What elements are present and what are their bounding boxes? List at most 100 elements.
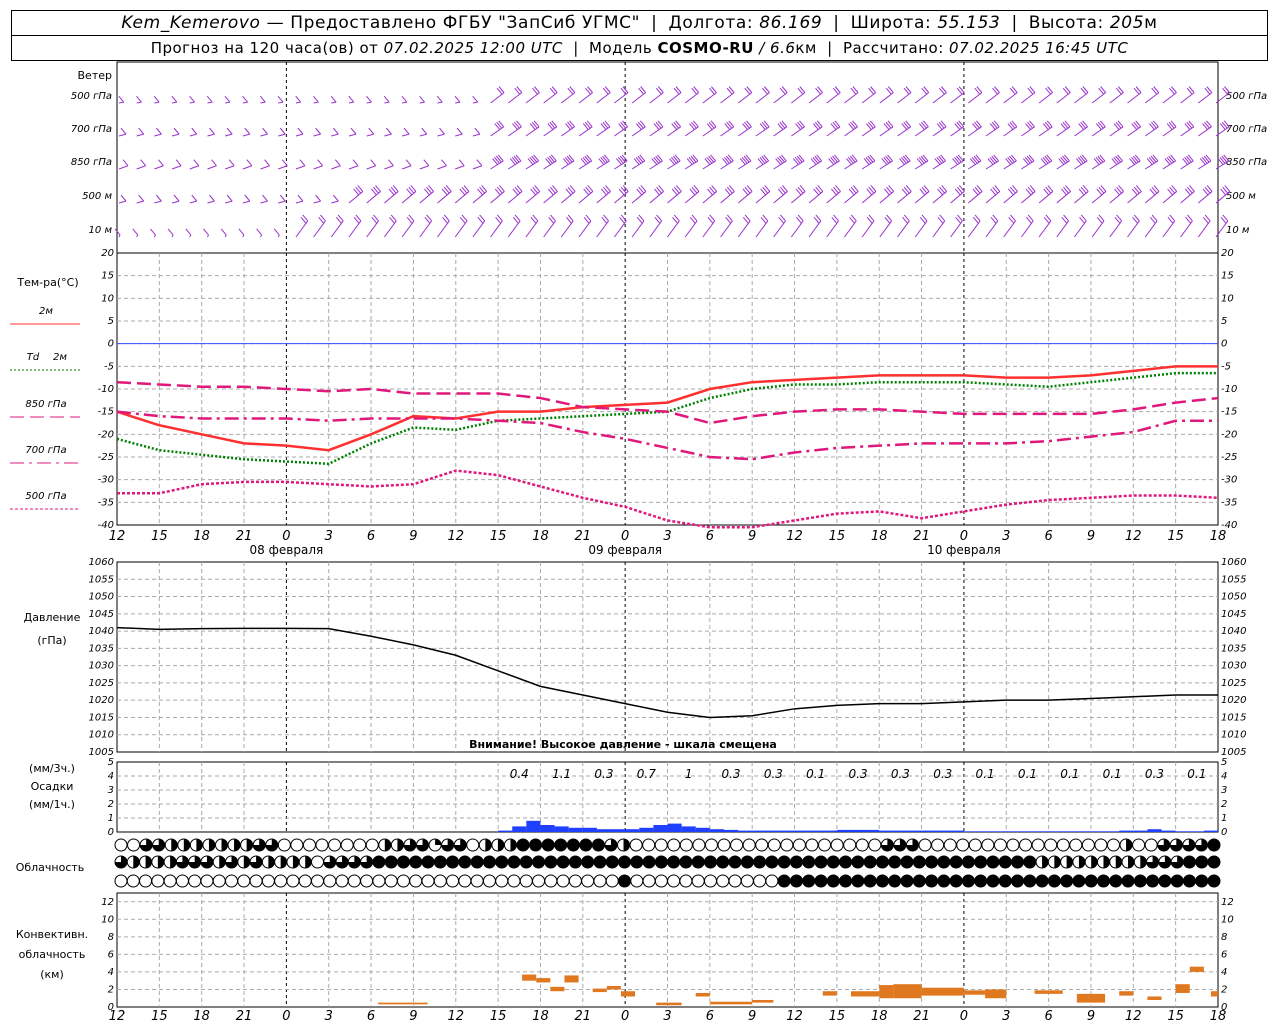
cloud-symbol-fill bbox=[692, 856, 705, 868]
cloud-symbol bbox=[328, 838, 342, 852]
wind-barb bbox=[808, 120, 823, 137]
wind-barb bbox=[330, 95, 337, 104]
wind-barb bbox=[1162, 120, 1177, 137]
hour-tick-label-bottom: 18 bbox=[1210, 1009, 1227, 1024]
hour-tick-label-bottom: 6 bbox=[1044, 1009, 1052, 1024]
wind-barb bbox=[861, 185, 877, 204]
wind-barb bbox=[720, 185, 735, 204]
wind-barb bbox=[596, 154, 610, 170]
convective-ytick-left: 4 bbox=[108, 967, 114, 978]
precip-ylabel: Осадки bbox=[31, 780, 74, 793]
cloud-symbol-fill bbox=[1157, 839, 1170, 852]
wind-barb bbox=[879, 154, 893, 170]
temp-series-line bbox=[116, 410, 1218, 461]
cloud-symbol bbox=[353, 838, 367, 852]
temp-ytick-right: 15 bbox=[1221, 271, 1234, 282]
cloud-symbol bbox=[1044, 838, 1058, 852]
cloud-symbol-fill bbox=[435, 839, 442, 845]
cloud-symbol bbox=[642, 838, 656, 852]
wind-barb bbox=[985, 120, 1000, 137]
wind-barb bbox=[1021, 185, 1036, 204]
wind-barb bbox=[932, 86, 947, 104]
precip-bar bbox=[794, 830, 809, 832]
cloud-symbol-fill bbox=[950, 875, 963, 887]
wind-barb bbox=[649, 214, 663, 238]
precip-bar bbox=[1189, 831, 1204, 832]
cloud-symbol-fill bbox=[1060, 875, 1073, 887]
wind-barb bbox=[826, 86, 841, 104]
alt-label: Высота: bbox=[1028, 13, 1104, 33]
lat-value: 55.153 bbox=[937, 13, 1001, 33]
wind-barb bbox=[224, 95, 231, 104]
temp-ytick-left: -40 bbox=[98, 520, 114, 531]
precip-3h-total: 0.1 bbox=[976, 767, 995, 781]
cloud-symbol-fill bbox=[140, 839, 153, 852]
temp-ytick-left: -20 bbox=[98, 429, 114, 440]
pressure-ytick-left: 1015 bbox=[89, 712, 114, 723]
cloud-symbol-fill bbox=[1171, 875, 1184, 887]
precip-bar bbox=[780, 830, 795, 832]
wind-barb bbox=[649, 154, 663, 170]
wind-barb bbox=[967, 185, 983, 204]
forecast-time: 07.02.2025 12:00 UTC bbox=[383, 39, 563, 57]
cloud-symbol-fill bbox=[485, 839, 492, 851]
wind-barb bbox=[1091, 86, 1107, 104]
hour-tick-label: 15 bbox=[151, 529, 168, 544]
hour-tick-label-bottom: 12 bbox=[786, 1009, 803, 1024]
cloud-symbol bbox=[188, 874, 202, 888]
wind-barb bbox=[755, 154, 770, 170]
cloud-symbol bbox=[519, 874, 533, 888]
wind-barb bbox=[932, 154, 946, 170]
cloud-symbol-fill bbox=[292, 856, 299, 868]
wind-barb bbox=[968, 120, 982, 137]
cloud-symbol bbox=[114, 838, 128, 852]
wind-barb bbox=[207, 194, 215, 204]
date-label: 08 февраля bbox=[250, 543, 324, 557]
wind-barb bbox=[826, 154, 840, 170]
precip-ytick-right: 3 bbox=[1221, 785, 1227, 796]
cloud-symbol bbox=[728, 874, 742, 888]
wind-barb bbox=[331, 159, 341, 170]
hour-tick-label-bottom: 18 bbox=[193, 1009, 210, 1024]
wind-barb bbox=[1003, 185, 1018, 204]
cloud-symbol bbox=[943, 838, 957, 852]
cloud-symbol-fill bbox=[246, 839, 253, 851]
wind-barb bbox=[437, 159, 447, 170]
wind-barb bbox=[791, 120, 805, 137]
wind-barb bbox=[861, 120, 876, 137]
cloud-symbol-fill bbox=[1128, 856, 1135, 868]
cloud-symbol bbox=[630, 874, 644, 888]
wind-barb bbox=[596, 214, 609, 238]
cloud-symbol-fill bbox=[145, 856, 152, 868]
hour-tick-label: 3 bbox=[1002, 529, 1010, 544]
cloud-symbol bbox=[347, 874, 361, 888]
pressure-ytick-left: 1060 bbox=[89, 557, 114, 568]
cloud-symbol-fill bbox=[409, 856, 422, 868]
wind-barb bbox=[914, 154, 929, 170]
cloud-symbol-fill bbox=[962, 856, 975, 868]
wind-barb bbox=[561, 120, 575, 137]
convective-bar bbox=[822, 991, 837, 996]
precip-ytick-left: 1 bbox=[108, 813, 114, 824]
wind-barb bbox=[295, 194, 304, 204]
wind-barb bbox=[242, 159, 253, 170]
temp-series-line bbox=[116, 380, 1219, 425]
cloud-symbol-fill bbox=[1048, 875, 1061, 887]
cloud-symbol-fill bbox=[323, 856, 336, 868]
wind-barb bbox=[1056, 214, 1069, 238]
cloud-symbol-fill bbox=[802, 856, 815, 868]
cloud-symbol-fill bbox=[1066, 856, 1073, 868]
cloud-symbol-fill bbox=[1072, 875, 1085, 887]
wind-barb bbox=[1109, 154, 1123, 170]
precip-3h-total: 0.1 bbox=[1060, 767, 1079, 781]
wind-barb bbox=[154, 194, 162, 204]
wind-barb bbox=[967, 214, 981, 238]
cloud-symbol-fill bbox=[305, 856, 312, 868]
station-name: Kem_Kemerovo bbox=[121, 13, 261, 33]
wind-barb bbox=[1091, 120, 1106, 137]
wind-barb bbox=[861, 214, 875, 238]
wind-barb bbox=[1162, 185, 1178, 204]
temp-ytick-left: 15 bbox=[101, 271, 114, 282]
wind-barb bbox=[667, 154, 681, 170]
wind-level-label-left: 10 м bbox=[89, 225, 113, 236]
